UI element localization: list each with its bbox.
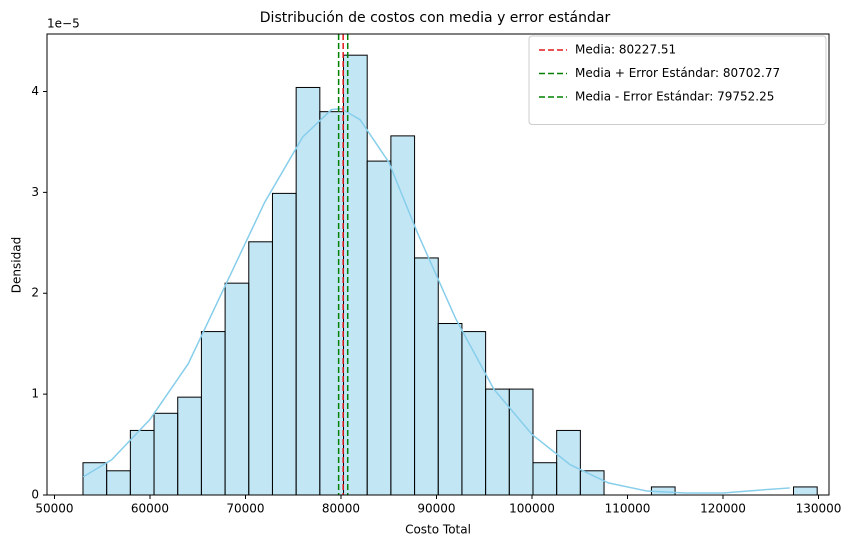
legend-label: Media + Error Estándar: 80702.77 <box>575 66 780 80</box>
bar <box>508 388 534 496</box>
x-tick-label: 130000 <box>796 502 842 516</box>
legend-label: Media: 80227.51 <box>575 43 676 57</box>
bar <box>319 111 345 496</box>
y-tick-label: 3 <box>31 185 39 199</box>
bar <box>366 160 392 496</box>
bar <box>200 331 226 496</box>
x-tick-label: 120000 <box>700 502 746 516</box>
legend-box <box>528 35 827 125</box>
x-tick-label: 70000 <box>226 502 264 516</box>
bar <box>461 331 487 496</box>
x-tick-label: 90000 <box>417 502 455 516</box>
x-tick-label: 80000 <box>322 502 360 516</box>
bar <box>793 486 818 496</box>
bar <box>224 282 250 496</box>
bar <box>177 396 202 496</box>
bar <box>390 135 416 496</box>
x-axis-label: Costo Total <box>405 523 471 537</box>
bar <box>129 429 155 496</box>
legend-label: Media - Error Estándar: 79752.25 <box>575 90 774 104</box>
bar <box>82 462 108 496</box>
bar <box>437 323 463 496</box>
plot-frame <box>46 33 830 496</box>
bar <box>343 54 368 496</box>
x-tick-label: 100000 <box>509 502 555 516</box>
y-tick-label: 2 <box>31 286 39 300</box>
bar <box>295 86 321 496</box>
bar <box>485 388 510 496</box>
bar <box>271 192 297 496</box>
kde-line <box>82 107 790 494</box>
y-axis-label: Densidad <box>10 237 24 293</box>
x-tick-label: 110000 <box>605 502 651 516</box>
y-offset-label: 1e−5 <box>47 17 80 31</box>
y-tick-label: 1 <box>31 387 39 401</box>
x-tick-label: 50000 <box>35 502 73 516</box>
bar <box>248 241 273 496</box>
bar <box>532 462 558 496</box>
bar <box>106 470 131 496</box>
bar <box>153 412 179 496</box>
y-tick-label: 0 <box>31 488 39 502</box>
x-tick-label: 60000 <box>131 502 169 516</box>
chart-title: Distribución de costos con media y error… <box>260 10 611 26</box>
y-tick-label: 4 <box>31 84 39 98</box>
bar <box>414 257 439 496</box>
